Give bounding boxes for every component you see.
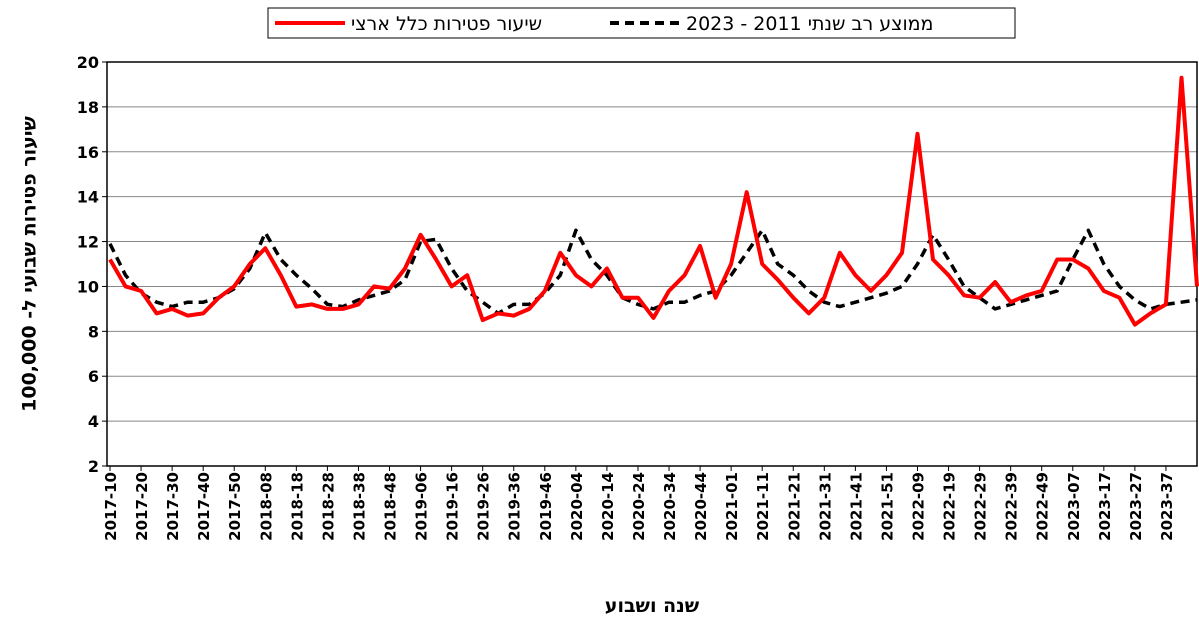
- x-tick-label: 2017-40: [195, 472, 213, 541]
- x-tick-label: 2023-37: [1158, 472, 1176, 541]
- series-line: [108, 228, 1198, 316]
- y-tick-label: 4: [88, 412, 99, 431]
- x-tick-label: 2020-24: [630, 472, 648, 541]
- x-tick-label: 2021-21: [785, 472, 803, 541]
- y-tick-label: 12: [77, 233, 99, 252]
- y-tick-label: 2: [88, 457, 99, 476]
- x-tick-label: 2021-51: [878, 472, 896, 541]
- x-tick-label: 2017-30: [164, 472, 182, 541]
- y-tick-label: 18: [77, 98, 99, 117]
- y-tick-label: 10: [77, 277, 99, 296]
- x-tick-label: 2021-31: [816, 472, 834, 541]
- plot-frame: [106, 61, 1198, 467]
- x-tick-label: 2020-44: [692, 472, 710, 541]
- x-axis-title: שנה ושבוע: [605, 595, 700, 617]
- y-axis-title: שיעור פטירות שבועי ל- 100,000: [19, 116, 41, 412]
- x-tick-label: 2017-50: [226, 472, 244, 541]
- x-tick-label: 2017-20: [133, 472, 151, 541]
- y-tick-label: 16: [77, 143, 99, 162]
- x-tick-label: 2023-27: [1127, 472, 1145, 541]
- x-tick-label: 2021-41: [847, 472, 865, 541]
- x-tick-label: 2020-14: [599, 472, 617, 541]
- x-tick-label: 2019-46: [537, 472, 555, 541]
- legend-label: שיעור פטירות כלל ארצי: [351, 13, 542, 35]
- x-tick-label: 2019-26: [475, 472, 493, 541]
- series-line: [108, 75, 1199, 327]
- x-tick-label: 2020-34: [661, 472, 679, 541]
- x-tick-label: 2019-16: [444, 472, 462, 541]
- x-tick-label: 2019-36: [506, 472, 524, 541]
- x-tick-label: 2022-19: [941, 472, 959, 541]
- x-tick-label: 2018-48: [382, 472, 400, 541]
- y-tick-label: 20: [77, 53, 99, 72]
- x-tick-label: 2018-38: [350, 472, 368, 541]
- x-tick-label: 2019-06: [413, 472, 431, 541]
- x-tick-label: 2021-11: [754, 472, 772, 541]
- x-tick-label: 2017-10: [102, 472, 120, 541]
- x-tick-label: 2022-29: [972, 472, 990, 541]
- y-tick-label: 6: [88, 367, 99, 386]
- x-tick-label: 2018-28: [319, 472, 337, 541]
- x-tick-label: 2018-08: [257, 472, 275, 541]
- x-tick-label: 2018-18: [288, 472, 306, 541]
- x-tick-label: 2023-07: [1065, 472, 1083, 541]
- y-tick-label: 14: [77, 188, 99, 207]
- x-tick-label: 2020-04: [568, 472, 586, 541]
- y-tick-label: 8: [88, 322, 99, 341]
- x-tick-label: 2022-09: [909, 472, 927, 541]
- x-tick-label: 2023-17: [1096, 472, 1114, 541]
- x-tick-label: 2021-01: [723, 472, 741, 541]
- x-tick-label: 2022-49: [1034, 472, 1052, 541]
- legend-label: ממוצע רב שנתי 2011 - 2023: [686, 13, 933, 35]
- x-tick-label: 2022-39: [1003, 472, 1021, 541]
